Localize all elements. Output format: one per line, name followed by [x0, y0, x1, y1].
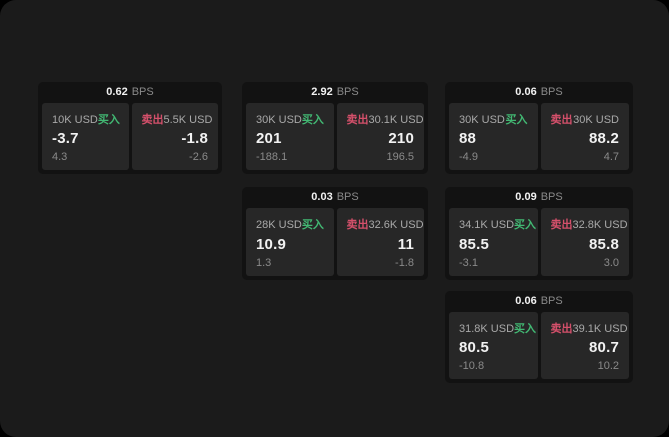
- buy-side-label: 买入: [505, 114, 528, 126]
- sell-panel[interactable]: 卖出 39.1K USD 80.7 10.2: [540, 312, 629, 379]
- buy-panel[interactable]: 28K USD 买入 10.9 1.3: [246, 208, 334, 276]
- sell-panel[interactable]: 卖出 32.6K USD 11 -1.8: [336, 208, 424, 276]
- buy-price: 201: [256, 130, 282, 147]
- sell-panel[interactable]: 卖出 30.1K USD 210 196.5: [336, 103, 424, 170]
- sell-price: 80.7: [589, 339, 619, 356]
- buy-amount: 31.8K USD: [459, 323, 515, 335]
- buy-sub-value: -4.9: [459, 151, 478, 163]
- buy-sub-value: -3.1: [459, 257, 478, 269]
- buy-amount: 30K USD: [256, 114, 302, 126]
- sell-amount: 30.1K USD: [368, 114, 424, 126]
- quote-panels: 10K USD 买入 -3.7 4.3 卖出 5.5K USD -1.8 -2.…: [38, 103, 222, 174]
- sell-amount: 30K USD: [573, 114, 619, 126]
- sell-amount: 5.5K USD: [163, 114, 213, 126]
- card-header: 0.03 BPS: [242, 187, 428, 208]
- bps-value: 0.09: [515, 191, 537, 203]
- sell-side-label: 卖出: [550, 114, 573, 126]
- quote-panels: 34.1K USD 买入 85.5 -3.1 卖出 32.8K USD 85.8…: [445, 208, 633, 280]
- card-header: 0.62 BPS: [38, 82, 222, 103]
- buy-sub-value: -10.8: [459, 360, 485, 372]
- buy-price: 80.5: [459, 339, 489, 356]
- sell-sub-value: -2.6: [189, 151, 208, 163]
- card-header: 0.06 BPS: [445, 291, 633, 312]
- buy-side-label: 买入: [301, 219, 324, 231]
- sell-price: 11: [397, 235, 414, 253]
- sell-sub-value: 196.5: [386, 151, 414, 163]
- quote-panels: 30K USD 买入 88 -4.9 卖出 30K USD 88.2 4.7: [445, 103, 633, 174]
- bps-unit-label: BPS: [336, 191, 359, 203]
- sell-price: 210: [388, 130, 414, 147]
- sell-price: 85.8: [589, 235, 619, 253]
- bps-unit-label: BPS: [540, 86, 563, 98]
- buy-amount: 34.1K USD: [459, 219, 515, 231]
- quote-card-6: 0.06 BPS 31.8K USD 买入 80.5 -10.8 卖出 39.1…: [445, 291, 633, 383]
- bps-unit-label: BPS: [540, 295, 563, 307]
- bps-unit-label: BPS: [131, 86, 154, 98]
- quote-card-3: 0.06 BPS 30K USD 买入 88 -4.9 卖出 30K USD 8…: [445, 82, 633, 174]
- buy-price: 10.9: [256, 235, 286, 253]
- sell-panel[interactable]: 卖出 32.8K USD 85.8 3.0: [540, 208, 629, 276]
- sell-price: -1.8: [181, 130, 208, 147]
- buy-panel[interactable]: 30K USD 买入 88 -4.9: [449, 103, 538, 170]
- sell-side-label: 卖出: [346, 219, 369, 231]
- buy-price: 88: [459, 130, 477, 147]
- buy-amount: 28K USD: [256, 219, 302, 231]
- buy-side-label: 买入: [97, 114, 120, 126]
- sell-side-label: 卖出: [550, 323, 573, 335]
- bps-value: 0.06: [515, 86, 537, 98]
- buy-sub-value: -188.1: [256, 151, 288, 163]
- quote-card-5: 0.09 BPS 34.1K USD 买入 85.5 -3.1 卖出 32.8K…: [445, 187, 633, 280]
- buy-panel[interactable]: 31.8K USD 买入 80.5 -10.8: [449, 312, 538, 379]
- sell-side-label: 卖出: [346, 114, 369, 126]
- quote-panels: 31.8K USD 买入 80.5 -10.8 卖出 39.1K USD 80.…: [445, 312, 633, 383]
- bps-unit-label: BPS: [336, 86, 359, 98]
- sell-sub-value: 3.0: [603, 257, 619, 269]
- bps-value: 0.62: [106, 86, 128, 98]
- buy-amount: 30K USD: [459, 114, 505, 126]
- bps-value: 2.92: [311, 86, 333, 98]
- bps-value: 0.03: [311, 191, 333, 203]
- card-header: 0.09 BPS: [445, 187, 633, 208]
- quote-card-4: 0.03 BPS 28K USD 买入 10.9 1.3 卖出 32.6K US…: [242, 187, 428, 280]
- sell-amount: 39.1K USD: [572, 323, 628, 335]
- bps-value: 0.06: [515, 295, 537, 307]
- buy-panel[interactable]: 34.1K USD 买入 85.5 -3.1: [449, 208, 538, 276]
- sell-price: 88.2: [589, 130, 619, 147]
- quote-panels: 28K USD 买入 10.9 1.3 卖出 32.6K USD 11 -1.8: [242, 208, 428, 280]
- buy-price: 85.5: [459, 235, 489, 253]
- sell-panel[interactable]: 卖出 30K USD 88.2 4.7: [540, 103, 629, 170]
- sell-sub-value: 4.7: [603, 151, 619, 163]
- quote-card-2: 2.92 BPS 30K USD 买入 201 -188.1 卖出 30.1K …: [242, 82, 428, 174]
- card-header: 2.92 BPS: [242, 82, 428, 103]
- buy-panel[interactable]: 30K USD 买入 201 -188.1: [246, 103, 334, 170]
- buy-panel[interactable]: 10K USD 买入 -3.7 4.3: [42, 103, 129, 170]
- quote-panels: 30K USD 买入 201 -188.1 卖出 30.1K USD 210 1…: [242, 103, 428, 174]
- sell-amount: 32.8K USD: [572, 219, 628, 231]
- sell-side-label: 卖出: [550, 219, 573, 231]
- buy-sub-value: 1.3: [256, 257, 272, 269]
- sell-sub-value: 10.2: [597, 360, 619, 372]
- buy-side-label: 买入: [514, 323, 537, 335]
- bps-unit-label: BPS: [540, 191, 563, 203]
- sell-sub-value: -1.8: [395, 257, 414, 269]
- buy-sub-value: 4.3: [52, 151, 68, 163]
- buy-side-label: 买入: [514, 219, 537, 231]
- buy-amount: 10K USD: [52, 114, 98, 126]
- buy-side-label: 买入: [301, 114, 324, 126]
- buy-price: -3.7: [52, 130, 79, 147]
- card-header: 0.06 BPS: [445, 82, 633, 103]
- sell-panel[interactable]: 卖出 5.5K USD -1.8 -2.6: [131, 103, 218, 170]
- quote-card-1: 0.62 BPS 10K USD 买入 -3.7 4.3 卖出 5.5K USD…: [38, 82, 222, 174]
- sell-amount: 32.6K USD: [368, 219, 424, 231]
- sell-side-label: 卖出: [141, 114, 164, 126]
